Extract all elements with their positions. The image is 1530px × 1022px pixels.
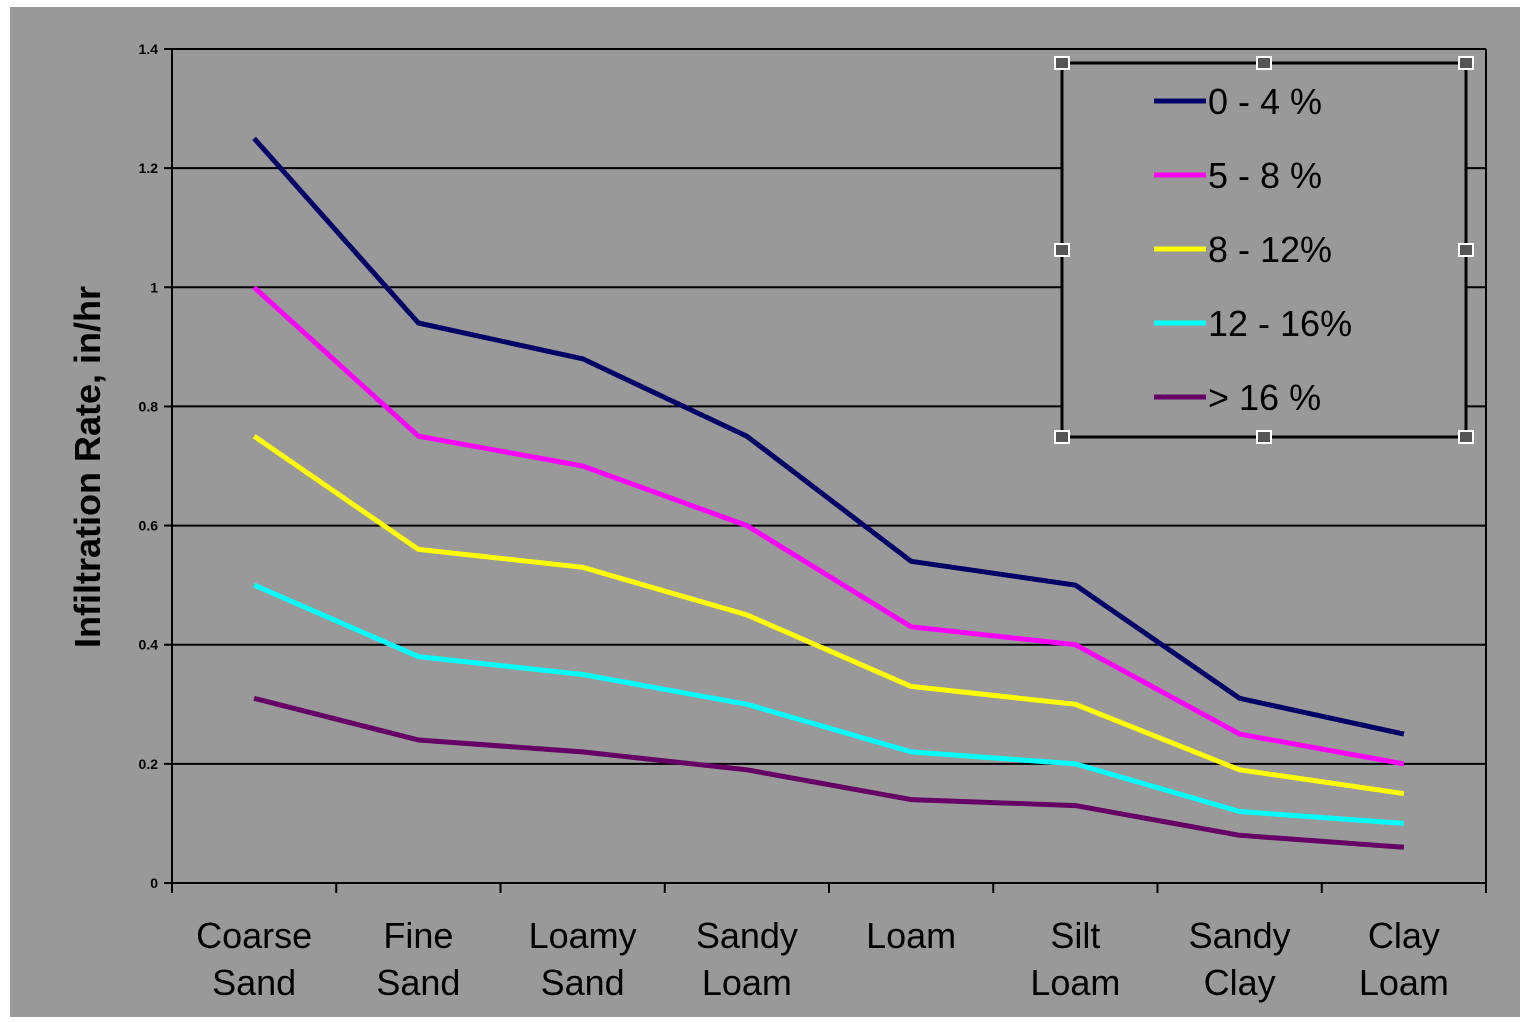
legend-label: 12 - 16% [1208,303,1352,344]
x-tick-label: Sandy Loam [696,915,798,1003]
legend-resize-handle[interactable] [1054,430,1070,444]
legend-resize-handle[interactable] [1256,56,1272,70]
legend-resize-handle[interactable] [1054,243,1070,257]
y-tick-label: 1.2 [139,160,159,176]
y-tick-label: 0.4 [139,637,159,653]
legend-label: > 16 % [1208,377,1321,418]
chart-area: 0 0.2 0.4 0.6 0.8 1 1.2 1.4 Coarse Sand Fine Sand Lo… [10,7,1520,1017]
y-tick-label: 0.6 [139,518,159,534]
y-tick-label: 0.2 [139,756,159,772]
legend-label: 5 - 8 % [1208,155,1322,196]
legend-resize-handle[interactable] [1256,430,1272,444]
series-lines [252,136,1405,850]
line-chart: 0 0.2 0.4 0.6 0.8 1 1.2 1.4 Coarse Sand Fine Sand Lo… [67,41,1487,1003]
y-axis-title: Infiltration Rate, in/hr [67,286,108,648]
x-tick-label: Loam [866,915,956,956]
legend-resize-handle[interactable] [1458,243,1474,257]
legend[interactable]: 0 - 4 % 5 - 8 % 8 - 12% 12 - 16% > 16 % [1054,56,1474,444]
x-tick-label: Fine Sand [376,915,460,1003]
y-tick-label: 1 [150,279,158,295]
x-tick-label: Silt Loam [1030,915,1120,1003]
series-line [252,285,1405,767]
x-tick-label: Clay Loam [1359,915,1449,1003]
x-tick-label: Coarse Sand [196,915,312,1003]
y-tick-label: 0.8 [139,398,159,414]
series-line [252,136,1405,737]
x-tick-label: Sandy Clay [1189,915,1291,1003]
legend-label: 0 - 4 % [1208,81,1322,122]
x-tick-label: Loamy Sand [529,915,637,1003]
series-line [253,582,1405,826]
axes: 0 0.2 0.4 0.6 0.8 1 1.2 1.4 Coarse Sand Fine Sand Lo… [139,41,1487,1003]
series-line [253,695,1405,850]
y-tick-label: 1.4 [139,41,159,57]
series-line [252,434,1405,797]
legend-resize-handle[interactable] [1054,56,1070,70]
legend-resize-handle[interactable] [1458,430,1474,444]
legend-label: 8 - 12% [1208,229,1332,270]
legend-box[interactable] [1060,61,1468,439]
legend-resize-handle[interactable] [1458,56,1474,70]
y-tick-label: 0 [150,875,158,891]
